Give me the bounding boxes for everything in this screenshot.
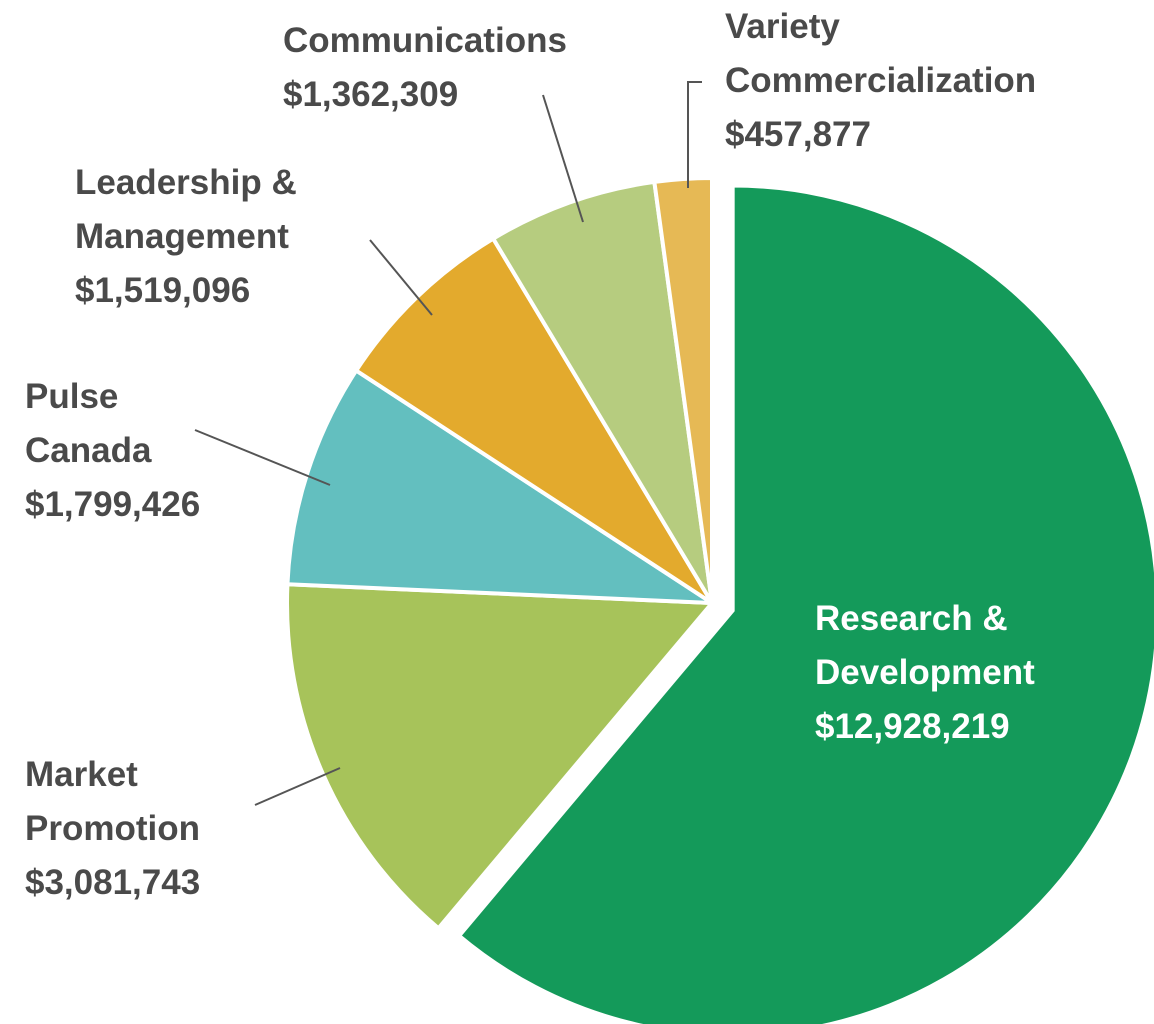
- slice-label: Pulse Canada $1,799,426: [25, 370, 225, 532]
- category-name: Market Promotion: [25, 755, 200, 848]
- category-name: Variety Commercialization: [725, 7, 1037, 100]
- pie-slice: [285, 367, 720, 606]
- slice-label: Leadership & Management $1,519,096: [75, 156, 355, 318]
- leader-line: [254, 767, 341, 806]
- slice-label: Communications $1,362,309: [283, 14, 703, 122]
- leader-line: [542, 94, 584, 223]
- value-label: $1,362,309: [283, 75, 459, 114]
- slice-label: Research & Development $12,928,219: [815, 592, 1115, 754]
- value-label: $457,877: [725, 115, 871, 154]
- category-name: Communications: [283, 21, 567, 60]
- category-name: Pulse Canada: [25, 377, 152, 470]
- slice-label: Variety Commercialization $457,877: [725, 0, 1145, 162]
- value-label: $1,799,426: [25, 485, 201, 524]
- value-label: $12,928,219: [815, 707, 1010, 746]
- pie-slice: [652, 175, 714, 604]
- pie-slice: [456, 183, 1154, 1024]
- slice-label: Market Promotion $3,081,743: [25, 748, 265, 910]
- leader-line: [687, 81, 702, 188]
- category-name: Leadership & Management: [75, 163, 297, 256]
- value-label: $1,519,096: [75, 271, 251, 310]
- leader-line: [369, 239, 433, 316]
- pie-slice: [285, 582, 717, 932]
- leader-line: [194, 429, 331, 486]
- value-label: $3,081,743: [25, 863, 201, 902]
- pie-slice: [490, 179, 714, 605]
- category-name: Research & Development: [815, 599, 1035, 692]
